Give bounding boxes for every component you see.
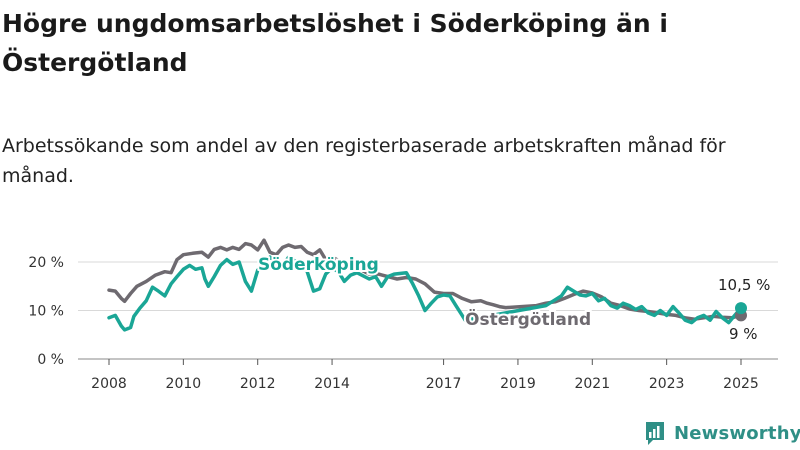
end-value-label: 9 % [729, 325, 758, 343]
y-tick-label: 0 % [37, 352, 64, 368]
x-axis: 2008 2010 2012 2014 2017 2019 2021 2023 2025 [91, 359, 759, 392]
gridlines [78, 261, 778, 360]
brand-name: Newsworthy [674, 422, 800, 444]
x-tick-label: 2017 [426, 376, 462, 392]
series-lines [107, 238, 743, 332]
x-tick-label: 2025 [723, 376, 759, 392]
chart-subtitle: Arbetssökande som andel av den registerb… [2, 135, 726, 187]
series-label-soderkoping: Söderköping [258, 255, 379, 275]
x-tick-label: 2019 [500, 376, 536, 392]
x-tick-label: 2010 [166, 376, 202, 392]
newsworthy-logo: Newsworthy [644, 420, 800, 446]
x-tick-label: 2023 [649, 376, 685, 392]
x-tick-label: 2008 [91, 376, 127, 392]
series-label-ostergotland: Östergötland [465, 308, 591, 330]
y-tick-label: 10 % [28, 304, 64, 320]
end-point-marker [735, 302, 747, 315]
x-tick-label: 2014 [314, 376, 350, 392]
end-points [735, 302, 747, 322]
line-chart: 0 % 10 % 20 % 2008 2010 2012 2014 2017 2019 2021… [28, 238, 778, 392]
y-axis-ticks: 0 % 10 % 20 % [28, 255, 64, 368]
x-tick-label: 2021 [574, 376, 610, 392]
x-tick-label: 2012 [240, 376, 276, 392]
y-tick-label: 20 % [28, 255, 64, 271]
chart-title: Högre ungdomsarbetslöshet i Söderköping … [2, 9, 668, 77]
series-labels: Söderköping Östergötland 10,5 % 9 % [256, 253, 770, 343]
series-line-sderkping [107, 255, 743, 332]
bar-chart-logo-icon [646, 422, 664, 445]
end-value-label: 10,5 % [718, 276, 770, 294]
